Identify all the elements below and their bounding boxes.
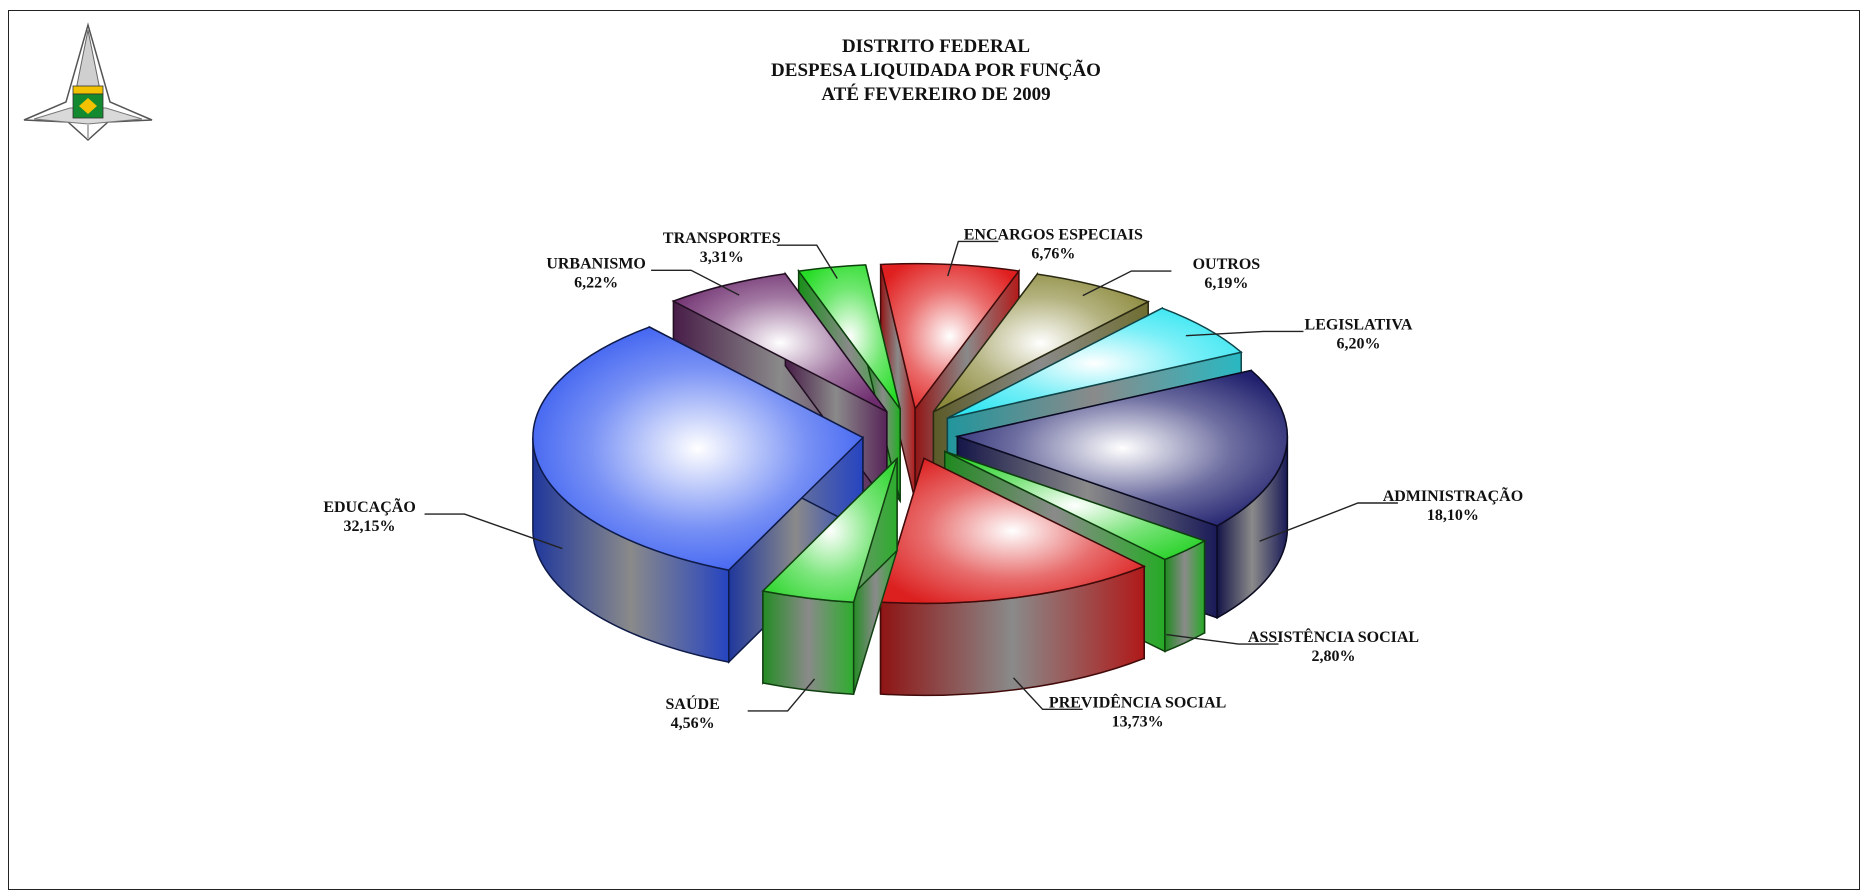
slice-percent: 4,56% [671,715,715,732]
slice-percent: 13,73% [1112,713,1164,730]
slice-top [954,369,1289,527]
title-line: ATÉ FEVEREIRO DE 2009 [821,83,1050,105]
slice-percent: 2,80% [1312,648,1356,665]
slice-top [532,326,865,571]
slice-top [761,458,898,604]
leader-line [424,513,563,550]
slice-label: ADMINISTRAÇÃO [1383,486,1523,505]
slice-top [671,272,888,413]
leader-line [776,244,838,279]
slice-top [947,307,1243,419]
slice-top [879,457,1147,605]
leader-line [747,678,816,712]
slice-label: EDUCAÇÃO [323,497,415,516]
slice-top [797,264,901,410]
slice-outer-wall [762,590,855,696]
title-line: DISTRITO FEDERAL [842,36,1030,57]
slice-label: TRANSPORTES [663,230,781,247]
slice-percent: 6,22% [574,274,618,291]
slice-label: SAÚDE [666,694,720,713]
slice-label: ASSISTÊNCIA SOCIAL [1248,627,1419,646]
pie-slice [879,457,1147,697]
slice-label: PREVIDÊNCIA SOCIAL [1049,692,1226,711]
chart-title: DISTRITO FEDERAL DESPESA LIQUIDADA POR F… [771,36,1101,105]
leader-line [1185,330,1304,337]
leader-line [1012,677,1083,711]
slice-percent: 6,76% [1031,245,1075,262]
leader-line [651,269,740,296]
slice-percent: 32,15% [344,518,396,535]
leader-line [1166,633,1279,645]
slice-percent: 6,20% [1336,335,1380,352]
slice-label: ENCARGOS ESPECIAIS [964,226,1143,243]
slice-label: URBANISMO [546,255,646,272]
slice-percent: 3,31% [700,249,744,266]
leader-line [1259,502,1398,542]
slice-top [944,450,1207,561]
title-line: DESPESA LIQUIDADA POR FUNÇÃO [771,59,1101,81]
df-emblem-icon [23,22,153,142]
slice-top [932,273,1151,413]
slice-percent: 6,19% [1204,275,1248,292]
slice-labels: ENCARGOS ESPECIAIS 6,76% OUTROS 6,19% LEGISL… [323,226,1523,732]
leader-line [947,240,999,277]
leader-line [1082,270,1172,297]
slice-label: LEGISLATIVA [1305,316,1413,333]
slice-label: OUTROS [1193,256,1261,273]
pie-slices [532,262,1289,697]
leader-lines [424,240,1398,712]
pie-slice [761,456,898,696]
slice-percent: 18,10% [1427,507,1479,524]
